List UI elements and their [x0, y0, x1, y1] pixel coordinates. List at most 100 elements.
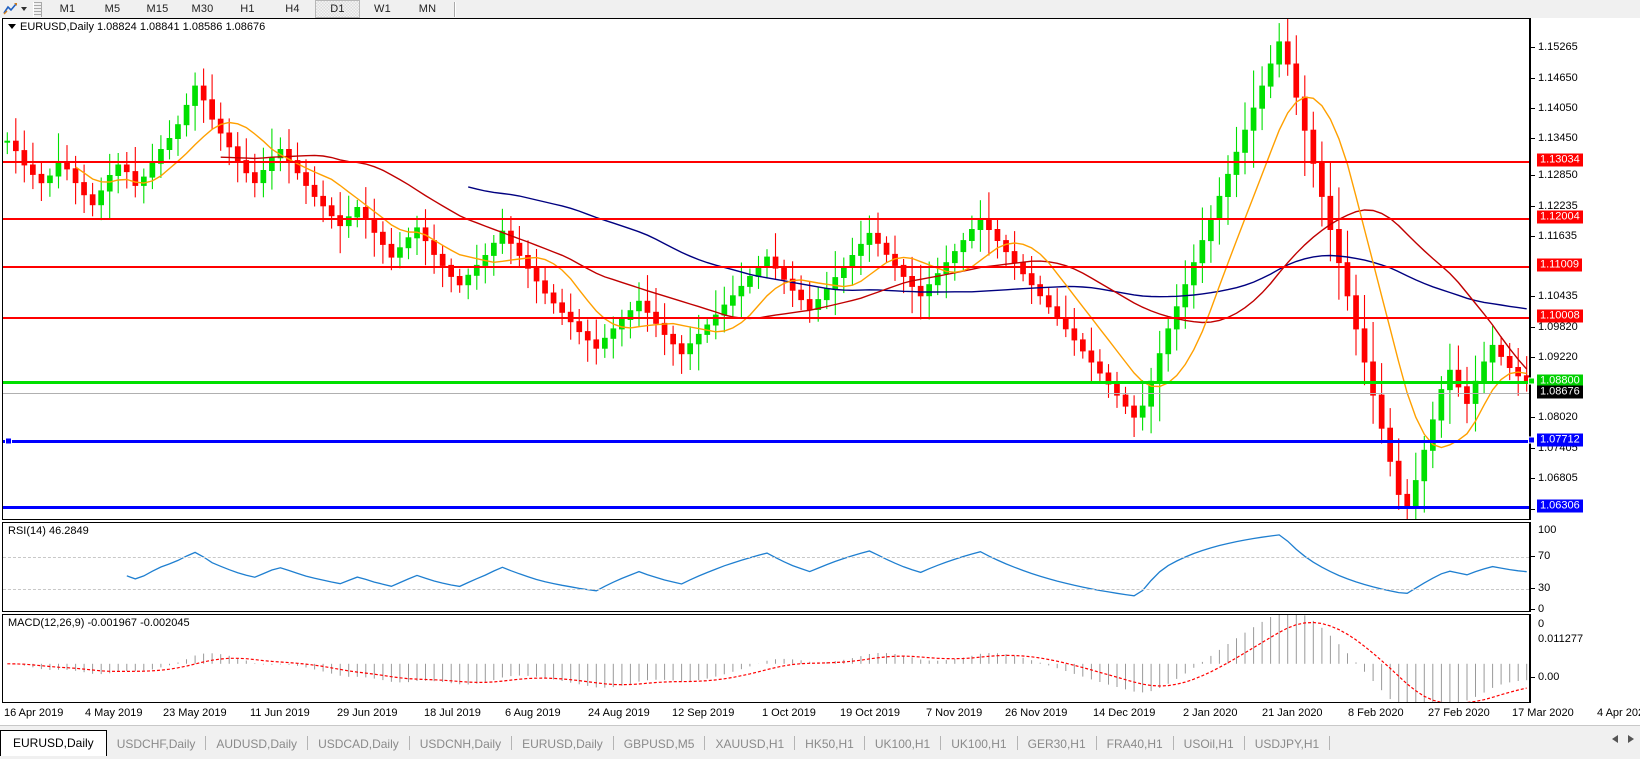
time-label: 24 Aug 2019 [588, 707, 650, 719]
price-tick: 1.09820 [1538, 321, 1578, 333]
tab-divider [612, 736, 614, 750]
timeframe-h4[interactable]: H4 [285, 3, 300, 15]
time-axis[interactable]: 16 Apr 2019 4 May 2019 23 May 2019 11 Ju… [0, 705, 1640, 725]
macd-pane[interactable]: MACD(12,26,9) -0.001967 -0.002045 [2, 614, 1530, 703]
price-pane-label: EURUSD,Daily 1.08824 1.08841 1.08586 1.0… [8, 21, 265, 33]
tab-xauusd-h1[interactable]: XAUUSD,H1 [715, 737, 785, 751]
timeframe-mn[interactable]: MN [418, 3, 437, 15]
rsi-tick: 100 [1538, 524, 1557, 536]
level-line-1-06306[interactable] [3, 506, 1529, 509]
price-scale[interactable]: 1.15265 1.14650 1.14050 1.13450 1.12850 … [1528, 18, 1640, 722]
level-line-1-10008[interactable] [3, 317, 1529, 319]
tab-divider [794, 736, 796, 750]
tab-usdchf-daily[interactable]: USDCHF,Daily [116, 737, 196, 751]
chart-tool-icon[interactable] [2, 1, 18, 17]
tab-audusd-daily[interactable]: AUDUSD,Daily [216, 737, 298, 751]
tab-gbpusd-m5[interactable]: GBPUSD,M5 [623, 737, 695, 751]
tab-divider [940, 736, 942, 750]
time-label: 7 Nov 2019 [926, 707, 983, 719]
rsi-tick: 70 [1538, 550, 1551, 562]
scroll-right-icon[interactable] [1628, 735, 1634, 743]
timeframe-d1[interactable]: D1 [315, 0, 360, 18]
time-label: 17 Mar 2020 [1512, 707, 1574, 719]
time-label: 27 Feb 2020 [1428, 707, 1490, 719]
tab-uk100-h1[interactable]: UK100,H1 [874, 737, 931, 751]
scale-border-macd [1530, 614, 1531, 703]
tab-uk100-h1-2[interactable]: UK100,H1 [951, 737, 1007, 751]
chevron-down-icon[interactable] [18, 1, 29, 17]
chart-tabs: EURUSD,Daily USDCHF,Daily AUDUSD,Daily U… [0, 730, 1331, 756]
tab-divider [307, 736, 309, 750]
timeframe-m15[interactable]: M15 [146, 3, 169, 15]
level-line-1-07712[interactable] [3, 440, 1529, 443]
tab-divider [408, 736, 410, 750]
tab-usdcnh-daily[interactable]: USDCNH,Daily [419, 737, 502, 751]
time-label: 23 May 2019 [163, 707, 227, 719]
level-line-1-13034[interactable] [3, 161, 1529, 163]
tab-eurusd-daily-2[interactable]: EURUSD,Daily [522, 737, 603, 751]
scale-border-price [1530, 18, 1531, 520]
price-tag-resistance-2[interactable]: 1.12004 [1537, 210, 1583, 224]
time-label: 26 Nov 2019 [1005, 707, 1068, 719]
tab-divider [511, 736, 513, 750]
tab-fra40-h1[interactable]: FRA40,H1 [1106, 737, 1163, 751]
toolbar-separator [454, 1, 456, 17]
chart-tabbar[interactable]: EURUSD,Daily USDCHF,Daily AUDUSD,Daily U… [0, 725, 1640, 759]
timeframe-w1[interactable]: W1 [374, 3, 391, 15]
tab-usdcad-daily[interactable]: USDCAD,Daily [318, 737, 399, 751]
time-label: 18 Jul 2019 [424, 707, 481, 719]
tab-scroll-controls[interactable] [1612, 735, 1634, 743]
bid-anchor[interactable] [1528, 377, 1535, 385]
tab-hk50-h1[interactable]: HK50,H1 [805, 737, 854, 751]
price-tag-resistance-3[interactable]: 1.11009 [1537, 258, 1582, 272]
price-tag-resistance-1[interactable]: 1.13034 [1537, 153, 1583, 167]
tab-usoil-h1[interactable]: USOil,H1 [1183, 737, 1234, 751]
support-anchor[interactable] [1528, 436, 1535, 444]
price-tick: 1.13450 [1538, 132, 1578, 144]
chart-area[interactable]: EURUSD,Daily 1.08824 1.08841 1.08586 1.0… [0, 18, 1640, 722]
rsi-pane[interactable]: RSI(14) 46.2849 [2, 522, 1530, 612]
tab-divider [863, 736, 865, 750]
time-label: 8 Feb 2020 [1348, 707, 1404, 719]
time-label: 21 Jan 2020 [1262, 707, 1323, 719]
time-label: 11 Jun 2019 [250, 707, 310, 719]
macd-tick: 0.00 [1538, 671, 1560, 683]
rsi-level-30 [3, 589, 1529, 590]
timeframe-m5[interactable]: M5 [104, 3, 121, 15]
price-tag-support-2[interactable]: 1.06306 [1537, 499, 1583, 513]
tab-usdjpy-h1[interactable]: USDJPY,H1 [1254, 737, 1320, 751]
price-tick: 1.09220 [1538, 351, 1578, 363]
timeframe-h1[interactable]: H1 [240, 3, 255, 15]
tab-ger30-h1[interactable]: GER30,H1 [1027, 737, 1086, 751]
collapse-triangle-icon [8, 23, 16, 29]
toolbar: M1 M5 M15 M30 H1 H4 D1 W1 MN [0, 0, 1640, 19]
tab-divider [1243, 736, 1245, 750]
level-line-1-11009[interactable] [3, 266, 1529, 268]
timeframe-m1[interactable]: M1 [59, 3, 76, 15]
time-label: 14 Dec 2019 [1093, 707, 1156, 719]
tab-eurusd-daily[interactable]: EURUSD,Daily [0, 730, 107, 756]
timeframe-bar: M1 M5 M15 M30 H1 H4 D1 W1 MN [45, 0, 450, 18]
price-tag-support-1[interactable]: 1.07712 [1537, 433, 1583, 447]
time-label: 19 Oct 2019 [840, 707, 900, 719]
level-line-1-08800[interactable] [3, 381, 1529, 384]
tab-divider [205, 736, 207, 750]
tab-divider [1095, 736, 1097, 750]
time-label: 2 Jan 2020 [1183, 707, 1238, 719]
time-label: 4 Apr 2020 [1597, 707, 1640, 719]
price-tag-bid[interactable]: 1.08800 [1537, 374, 1583, 388]
macd-tick: 0.011277 [1538, 633, 1584, 645]
tab-divider [1172, 736, 1174, 750]
tab-divider [704, 736, 706, 750]
level-anchor-1-07712[interactable] [5, 437, 12, 445]
rsi-tick: 0 [1538, 603, 1545, 615]
price-tag-resistance-4[interactable]: 1.10008 [1537, 309, 1583, 323]
toolbar-grip[interactable] [33, 1, 42, 17]
price-tick: 1.11635 [1538, 230, 1577, 242]
rsi-tick: 30 [1538, 582, 1551, 594]
scroll-left-icon[interactable] [1612, 735, 1618, 743]
timeframe-m30[interactable]: M30 [191, 3, 214, 15]
level-line-1-12004[interactable] [3, 218, 1529, 220]
price-pane[interactable]: EURUSD,Daily 1.08824 1.08841 1.08586 1.0… [2, 18, 1530, 520]
